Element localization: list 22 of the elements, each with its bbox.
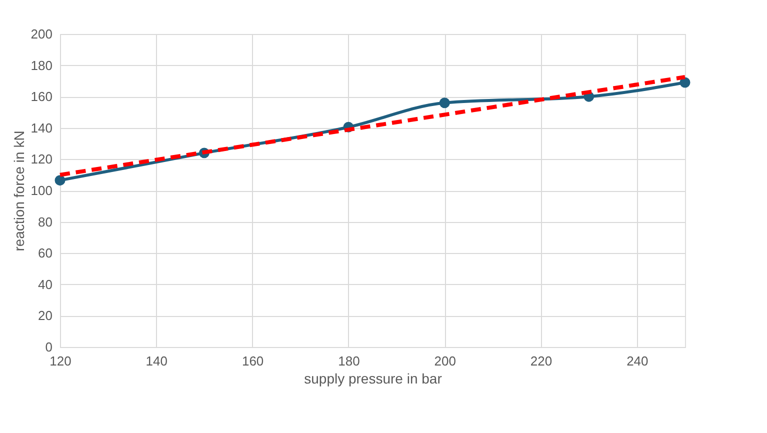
x-tick-label: 160 — [242, 354, 264, 368]
y-tick-label: 80 — [38, 214, 52, 230]
y-tick-label: 180 — [30, 58, 52, 73]
x-tick-label: 140 — [146, 354, 168, 368]
y-tick-label: 0 — [45, 340, 52, 354]
point — [54, 175, 66, 186]
y-tick-label: 60 — [38, 246, 52, 261]
y-tick-label: 120 — [30, 152, 52, 167]
x-tick-label: 200 — [434, 354, 456, 368]
x-axis-title: supply pressure in bar — [304, 370, 442, 386]
y-tick-label: 100 — [30, 183, 52, 198]
y-tick-label: 140 — [30, 120, 52, 136]
x-tick-label: 120 — [50, 354, 72, 368]
x-tick-label: 180 — [338, 354, 360, 368]
y-tick-label: 40 — [38, 276, 52, 292]
y-tick-label: 160 — [30, 89, 52, 104]
y-axis-title: reaction force in kN — [10, 130, 27, 252]
y-tick-label: 200 — [30, 26, 52, 42]
x-tick-label: 220 — [530, 354, 552, 368]
x-tick-label: 240 — [626, 354, 648, 368]
point — [439, 98, 450, 108]
y-tick-label: 20 — [38, 308, 52, 324]
